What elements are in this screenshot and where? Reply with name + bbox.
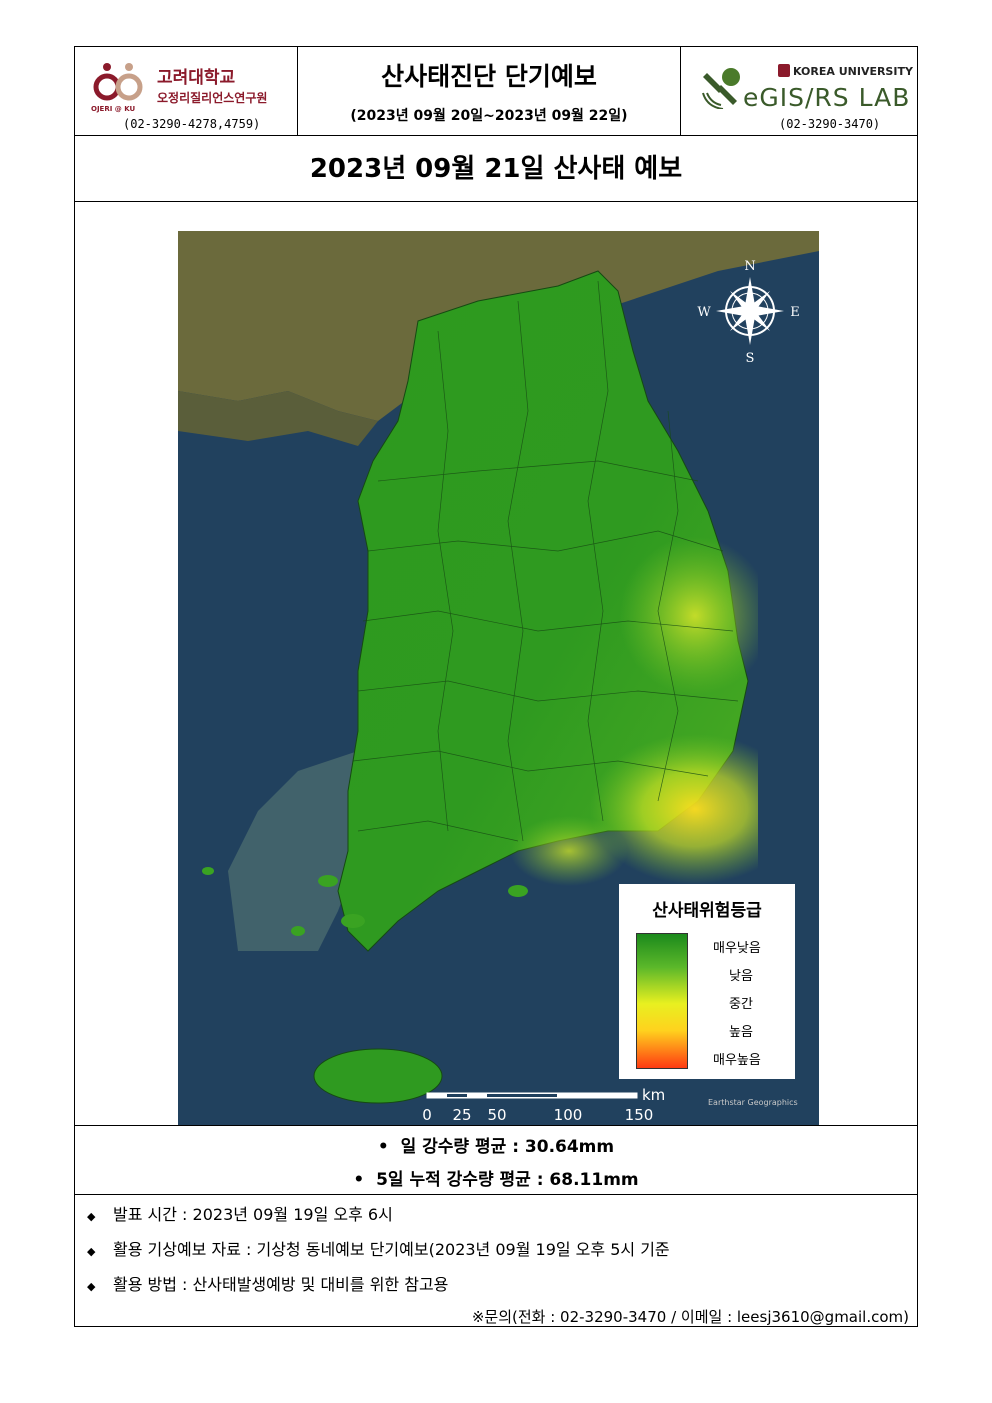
report-header: 고려대학교 오정리질리언스연구원 OJERI @ KU (02-3290-427…: [74, 46, 918, 136]
report-title: 산사태진단 단기예보: [381, 62, 597, 91]
rainfall-summary: • 일 강수량 평균 : 30.64mm • 5일 누적 강수량 평균 : 68…: [74, 1125, 918, 1195]
diamond-bullet-icon: ◆: [87, 1245, 96, 1258]
landslide-risk-map: N S E W: [178, 231, 819, 1125]
compass-s: S: [746, 351, 755, 366]
ojeri-logo-block: 고려대학교 오정리질리언스연구원 OJERI @ KU (02-3290-427…: [75, 47, 298, 135]
ojeri-logo-icon: [93, 63, 143, 101]
southern-islands: [202, 867, 528, 936]
daily-rainfall-row: • 일 강수량 평균 : 30.64mm: [377, 1137, 615, 1157]
jeju-island: [313, 1048, 443, 1104]
diamond-bullet-icon: ◆: [87, 1210, 96, 1223]
usage-row: ◆ 활용 방법 : 산사태발생예방 및 대비를 위한 참고용: [87, 1271, 448, 1295]
legend-title: 산사태위험등급: [652, 901, 762, 921]
compass-n: N: [744, 259, 755, 274]
scale-unit: km: [642, 1086, 665, 1104]
data-source-row: ◆ 활용 기상예보 자료 : 기상청 동네예보 단기예보(2023년 09월 19…: [87, 1236, 670, 1260]
risk-legend: 산사태위험등급 매우낮음 낮음 중간 높음 매우높음: [619, 884, 795, 1079]
korea-university-label: KOREA UNIVERSITY: [793, 65, 913, 78]
compass-rose-icon: [716, 277, 784, 345]
legend-level-medium: 중간: [729, 997, 753, 1012]
scale-tick-100: 100: [554, 1106, 583, 1124]
compass-e: E: [790, 305, 800, 320]
map-frame: [74, 202, 918, 1126]
scale-bar: km 0 25 50 100 150: [422, 1086, 665, 1124]
report-period: (2023년 09월 20일~2023년 09월 22일): [350, 108, 628, 124]
scale-tick-25: 25: [452, 1106, 471, 1124]
satellite-globe-icon: [702, 68, 740, 109]
legend-level-low: 낮음: [729, 969, 753, 984]
legend-level-high: 높음: [729, 1025, 753, 1040]
university-name: 고려대학교: [157, 68, 236, 88]
lab-phone: (02-3290-3470): [779, 117, 881, 131]
legend-level-very-low: 매우낮음: [713, 941, 761, 956]
diamond-bullet-icon: ◆: [87, 1280, 96, 1293]
scale-tick-150: 150: [625, 1106, 654, 1124]
tidal-flats: [228, 751, 368, 951]
logo-tag: OJERI @ KU: [91, 105, 136, 113]
scale-tick-50: 50: [487, 1106, 506, 1124]
forecast-title: 2023년 09월 21일 산사태 예보: [74, 136, 918, 202]
usage: 활용 방법 : 산사태발생예방 및 대비를 위한 참고용: [113, 1275, 449, 1294]
institute-name: 오정리질리언스연구원: [157, 91, 268, 105]
issue-time: 발표 시간 : 2023년 09월 19일 오후 6시: [113, 1205, 393, 1224]
forecast-info: ◆ 발표 시간 : 2023년 09월 19일 오후 6시 ◆ 활용 기상예보 자료…: [74, 1195, 918, 1327]
data-source: 활용 기상예보 자료 : 기상청 동네예보 단기예보(2023년 09월 19일…: [113, 1240, 670, 1259]
scale-tick-0: 0: [422, 1106, 432, 1124]
legend-level-very-high: 매우높음: [713, 1053, 761, 1068]
issue-time-row: ◆ 발표 시간 : 2023년 09월 19일 오후 6시: [87, 1201, 393, 1225]
institute-phone: (02-3290-4278,4759): [123, 117, 261, 131]
egis-logo-block: KOREA UNIVERSITY eGIS/RS LAB (02-3290-34…: [681, 47, 917, 135]
title-block: 산사태진단 단기예보 (2023년 09월 20일~2023년 09월 22일): [298, 47, 681, 135]
legend-color-bar: [636, 933, 688, 1069]
northern-coast: [178, 391, 378, 446]
korea-university-crest-icon: [778, 64, 790, 77]
map-credit: Earthstar Geographics: [708, 1098, 798, 1107]
five-day-rainfall-row: • 5일 누적 강수량 평균 : 68.11mm: [353, 1170, 639, 1190]
compass-w: W: [697, 305, 711, 320]
contact-info: ※문의(전화 : 02-3290-3470 / 이메일 : leesj3610@…: [471, 1308, 909, 1326]
district-boundaries: [352, 280, 739, 842]
lab-name: eGIS/RS LAB: [743, 83, 911, 112]
daily-rainfall: 일 강수량 평균 : 30.64mm: [400, 1137, 615, 1157]
five-day-rainfall: 5일 누적 강수량 평균 : 68.11mm: [376, 1170, 639, 1190]
